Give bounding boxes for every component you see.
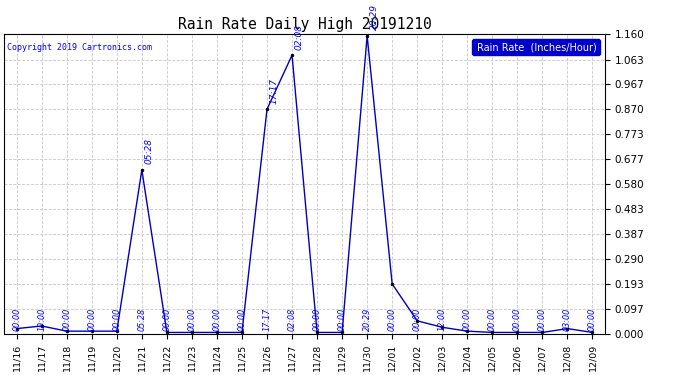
Text: 00:00: 00:00 bbox=[188, 308, 197, 331]
Text: 02:08: 02:08 bbox=[288, 308, 297, 331]
Text: Copyright 2019 Cartronics.com: Copyright 2019 Cartronics.com bbox=[7, 44, 152, 52]
Text: 00:00: 00:00 bbox=[62, 308, 71, 331]
Text: 20:29: 20:29 bbox=[370, 4, 379, 30]
Text: 00:00: 00:00 bbox=[488, 308, 497, 331]
Text: 12:00: 12:00 bbox=[437, 308, 446, 331]
Text: 00:00: 00:00 bbox=[313, 308, 322, 331]
Text: 00:00: 00:00 bbox=[12, 308, 21, 331]
Text: 00:00: 00:00 bbox=[513, 308, 522, 331]
Text: 00:00: 00:00 bbox=[87, 308, 97, 331]
Text: 00:00: 00:00 bbox=[213, 308, 221, 331]
Text: 00:00: 00:00 bbox=[413, 308, 422, 331]
Text: 02:08: 02:08 bbox=[295, 24, 304, 50]
Text: 00:00: 00:00 bbox=[112, 308, 121, 331]
Text: 00:00: 00:00 bbox=[463, 308, 472, 331]
Text: 05:28: 05:28 bbox=[137, 308, 146, 331]
Text: 00:00: 00:00 bbox=[162, 308, 171, 331]
Legend: Rain Rate  (Inches/Hour): Rain Rate (Inches/Hour) bbox=[471, 39, 600, 55]
Text: 00:00: 00:00 bbox=[337, 308, 346, 331]
Text: 20:29: 20:29 bbox=[363, 308, 372, 331]
Text: 00:00: 00:00 bbox=[388, 308, 397, 331]
Title: Rain Rate Daily High 20191210: Rain Rate Daily High 20191210 bbox=[178, 17, 431, 32]
Text: 17:17: 17:17 bbox=[262, 308, 271, 331]
Text: 19:00: 19:00 bbox=[37, 308, 46, 331]
Text: 03:00: 03:00 bbox=[563, 308, 572, 331]
Text: 00:00: 00:00 bbox=[237, 308, 246, 331]
Text: 00:00: 00:00 bbox=[588, 308, 597, 331]
Text: 17:17: 17:17 bbox=[270, 78, 279, 104]
Text: 05:28: 05:28 bbox=[145, 138, 154, 164]
Text: 00:00: 00:00 bbox=[538, 308, 547, 331]
